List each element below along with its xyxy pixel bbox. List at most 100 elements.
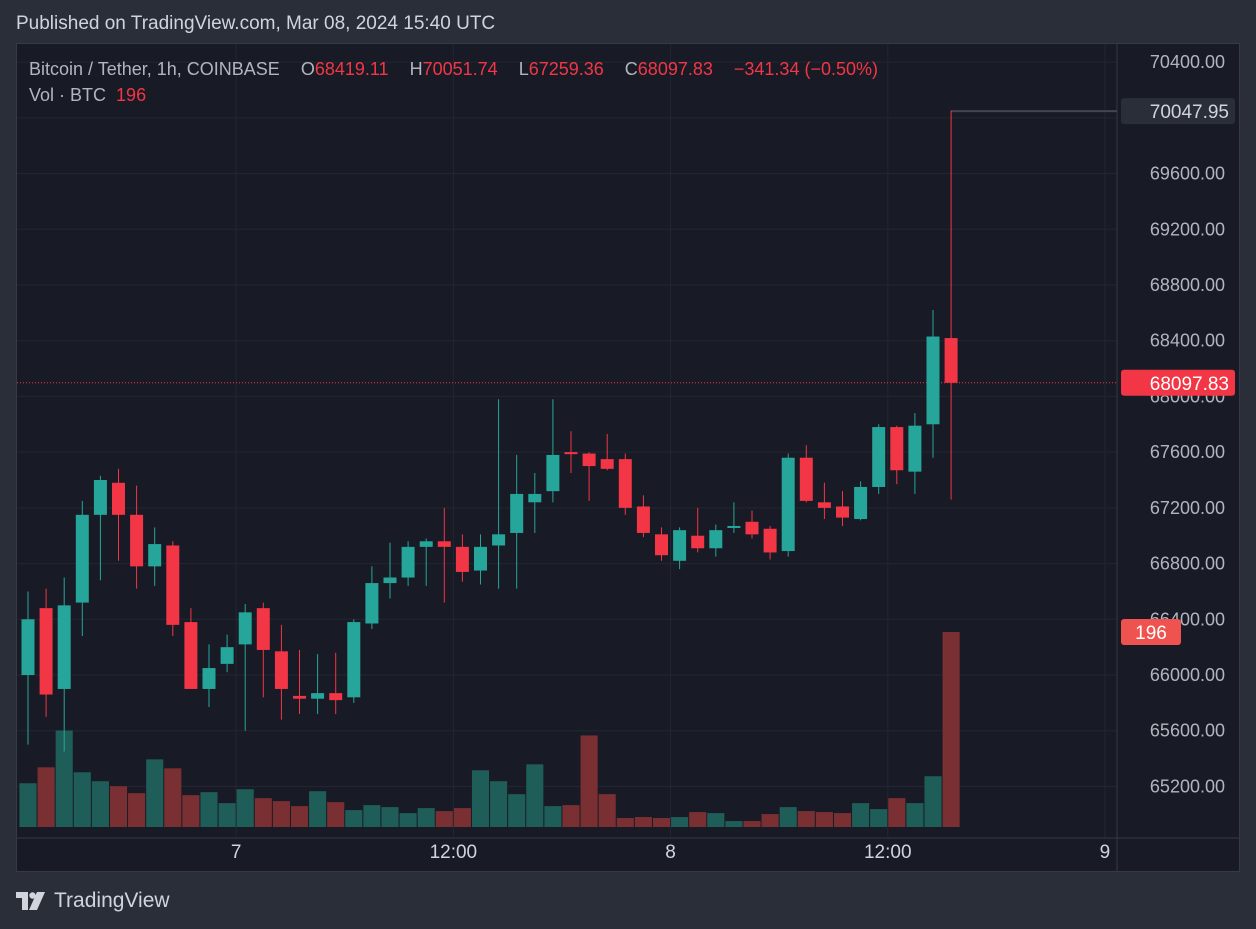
- candle: [872, 424, 886, 494]
- candle: [510, 454, 524, 589]
- candle: [546, 399, 560, 503]
- time-tick-label: 12:00: [430, 842, 478, 863]
- volume-bar: [19, 783, 37, 827]
- volume-bar: [707, 813, 725, 827]
- time-axis-labels: 7 12:00 8 12:00 9: [231, 842, 1110, 863]
- volume-bar: [870, 809, 888, 827]
- time-tick-label: 8: [665, 842, 676, 863]
- volume-bar: [218, 803, 236, 827]
- candle-body: [474, 546, 487, 571]
- volume-bar: [634, 817, 652, 827]
- volume-bar: [598, 794, 616, 827]
- candle: [582, 452, 596, 501]
- candle: [763, 525, 777, 560]
- candle-body: [745, 521, 759, 535]
- candle: [455, 534, 469, 582]
- brand-footer[interactable]: TradingView: [16, 889, 170, 913]
- candle-body: [727, 525, 741, 528]
- time-tick-label: 9: [1100, 842, 1111, 863]
- open-value: 68419.11: [314, 59, 389, 79]
- price-tick-label: 67200.00: [1150, 498, 1225, 518]
- published-header: Published on TradingView.com, Mar 08, 20…: [16, 13, 496, 34]
- volume-badge-text: 196: [1135, 623, 1167, 644]
- candle: [365, 566, 379, 630]
- candle: [401, 541, 415, 586]
- volume-legend: Vol · BTC 196: [29, 85, 146, 106]
- candle: [329, 652, 343, 715]
- volume-bar: [435, 811, 453, 827]
- candle-body: [202, 668, 216, 689]
- volume-bar: [508, 794, 526, 827]
- volume-bar: [73, 772, 91, 827]
- volume-bar: [562, 805, 580, 827]
- volume-badge-bg: [1121, 619, 1181, 645]
- candle-body: [148, 544, 162, 567]
- volume-bar: [689, 812, 707, 827]
- candle: [202, 644, 216, 708]
- candle: [781, 453, 795, 557]
- volume-bar: [671, 817, 689, 827]
- volume-bar: [453, 808, 471, 827]
- candle: [112, 468, 125, 561]
- candle: [238, 603, 252, 731]
- candle: [419, 538, 433, 586]
- candle: [75, 500, 89, 637]
- candle-body: [256, 608, 270, 650]
- volume-bar: [471, 770, 490, 827]
- volume-bar: [906, 803, 924, 827]
- chart-frame[interactable]: [16, 43, 1240, 872]
- volume-bar: [128, 793, 146, 827]
- candle: [57, 577, 71, 752]
- price-tick-label: 65200.00: [1150, 776, 1225, 796]
- volume-bar: [652, 818, 671, 827]
- candle: [130, 485, 144, 589]
- candle: [926, 310, 940, 458]
- volume-bar: [417, 808, 435, 827]
- candle-body: [365, 583, 379, 624]
- price-tick-label: 67600.00: [1150, 442, 1225, 462]
- volume-value: 196: [116, 85, 147, 105]
- candle-body: [166, 545, 180, 625]
- candle: [256, 602, 270, 698]
- candle: [908, 413, 922, 494]
- tradingview-logo-icon: [16, 892, 46, 910]
- candle-body: [220, 647, 234, 664]
- candle-body: [329, 693, 343, 701]
- volume-bar: [815, 812, 833, 827]
- volume-bar: [327, 802, 345, 827]
- high-label: H: [409, 59, 423, 79]
- volume-bar: [725, 821, 743, 827]
- candle: [220, 634, 234, 673]
- volume-bar: [236, 789, 254, 827]
- candle: [745, 510, 759, 539]
- candle-body: [311, 693, 325, 699]
- time-tick-label: 7: [231, 842, 242, 863]
- candle-body: [528, 493, 542, 503]
- candles: [21, 110, 958, 752]
- candle-body: [691, 535, 705, 549]
- symbol-name: Bitcoin / Tether, 1h, COINBASE: [29, 59, 280, 79]
- volume-bar: [833, 813, 852, 827]
- volume-bar: [290, 806, 309, 827]
- last-price-badge-bg: [1121, 369, 1235, 396]
- candle-body: [546, 454, 560, 492]
- volume-bars: [19, 632, 960, 827]
- low-value: 67259.36: [528, 59, 604, 79]
- candle-body: [872, 427, 886, 487]
- candle-body: [944, 338, 958, 383]
- candle-body: [184, 622, 198, 689]
- price-tick-label: 68400.00: [1150, 331, 1225, 351]
- volume-bar: [146, 759, 164, 827]
- candle-body: [401, 546, 415, 578]
- candle: [817, 482, 831, 520]
- candle-body: [673, 530, 687, 561]
- candle-body: [799, 457, 813, 501]
- high-value: 70051.74: [422, 59, 498, 79]
- candle: [437, 507, 451, 603]
- candle-body: [836, 506, 849, 518]
- price-tick-label: 70400.00: [1150, 52, 1225, 72]
- candle-body: [274, 651, 288, 689]
- volume-badge: 196: [1121, 619, 1181, 645]
- volume-bar: [254, 798, 272, 827]
